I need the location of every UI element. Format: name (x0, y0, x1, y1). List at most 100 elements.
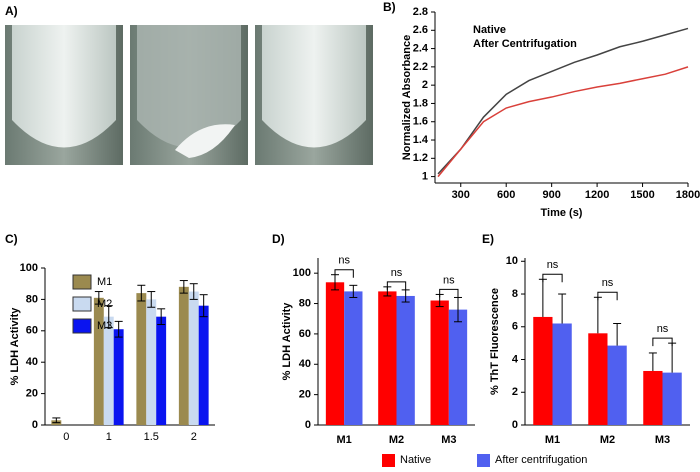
panel-label: E) (482, 232, 494, 246)
y-tick-label: 100 (20, 262, 38, 274)
annotation: ns (547, 259, 559, 271)
x-tick-label: 900 (542, 189, 560, 201)
x-tick-label: 1.5 (144, 431, 159, 443)
bar (588, 333, 608, 425)
y-tick-label: 2.8 (413, 6, 428, 18)
significance-bracket (597, 291, 618, 301)
panel-label: A) (5, 4, 18, 18)
x-tick-label: 300 (452, 189, 470, 201)
legend-label: Native (400, 454, 431, 466)
bar (643, 370, 663, 425)
bar (344, 291, 363, 425)
y-tick-label: 10 (506, 255, 518, 267)
x-tick-label: 2 (191, 431, 197, 443)
y-tick-label: 80 (299, 297, 311, 309)
legend-swatch (72, 296, 92, 312)
legend-label: After centrifugation (495, 454, 587, 466)
tube (12, 25, 116, 148)
legend-swatch (382, 454, 395, 467)
y-tick-label: 2 (422, 79, 428, 91)
y-tick-label: 8 (512, 288, 518, 300)
x-axis-label: Time (s) (541, 207, 583, 219)
annotation: ns (657, 323, 669, 335)
bar (396, 295, 415, 425)
panel-label: D) (272, 232, 285, 246)
bar (552, 323, 572, 425)
photo-panel (5, 25, 373, 165)
y-tick-label: 2.6 (413, 24, 428, 36)
legend-label: Native (473, 24, 506, 36)
x-tick-label: 1500 (630, 189, 654, 201)
bar (198, 305, 209, 425)
y-tick-label: 0 (305, 419, 311, 431)
annotation: ns (602, 277, 614, 289)
annotation: ns (391, 267, 403, 279)
legend-label: M3 (97, 320, 112, 332)
y-tick-label: 1.8 (413, 97, 428, 109)
y-tick-label: 20 (26, 388, 38, 400)
line (437, 27, 689, 175)
bar (178, 286, 189, 425)
y-tick-label: 20 (299, 389, 311, 401)
y-tick-label: 40 (26, 356, 38, 368)
legend-label: M1 (97, 276, 112, 288)
bar (325, 282, 345, 425)
y-tick-label: 1.4 (413, 134, 429, 146)
y-axis-label: % LDH Activity (9, 307, 21, 386)
x-tick-label: 1 (106, 431, 112, 443)
legend-label: M2 (97, 298, 112, 310)
bar (103, 316, 114, 425)
bar (113, 329, 124, 425)
x-tick-label: 0 (63, 431, 69, 443)
annotation: ns (443, 274, 455, 286)
bar (146, 299, 157, 425)
bar (93, 297, 104, 425)
bar (136, 293, 147, 425)
bar (662, 372, 682, 425)
y-tick-label: 60 (26, 325, 38, 337)
x-tick-label: M3 (655, 434, 670, 446)
panel-label: B) (383, 0, 396, 14)
bar (378, 291, 397, 425)
x-tick-label: 1800 (676, 189, 700, 201)
tube (137, 25, 241, 148)
significance-bracket (439, 288, 459, 298)
bar (448, 309, 468, 425)
line (437, 66, 689, 178)
significance-bracket (334, 269, 354, 278)
bar (607, 345, 627, 425)
bar (188, 291, 199, 425)
y-tick-label: 6 (512, 321, 518, 333)
x-tick-label: M2 (600, 434, 615, 446)
x-tick-label: M1 (545, 434, 560, 446)
y-tick-label: 100 (293, 267, 311, 279)
y-tick-label: 1.6 (413, 116, 428, 128)
bar (533, 316, 553, 425)
bar (430, 300, 449, 425)
y-axis-label: Normalized Absorbance (401, 35, 413, 161)
legend-swatch (72, 318, 92, 334)
bar (156, 316, 167, 425)
annotation: ns (338, 255, 350, 267)
y-axis-label: % ThT Fluorescence (489, 288, 501, 395)
legend-swatch (72, 274, 92, 290)
significance-bracket (542, 273, 563, 283)
y-tick-label: 0 (32, 419, 38, 431)
x-tick-label: M2 (389, 434, 404, 446)
x-tick-label: 1200 (585, 189, 609, 201)
y-axis-label: % LDH Activity (281, 302, 293, 381)
y-tick-label: 60 (299, 328, 311, 340)
x-tick-label: 600 (497, 189, 515, 201)
panel-label: C) (5, 232, 18, 246)
y-tick-label: 4 (512, 353, 519, 365)
y-tick-label: 1.2 (413, 152, 428, 164)
tube (262, 25, 366, 148)
y-tick-label: 2.4 (413, 42, 429, 54)
legend-swatch (477, 454, 490, 467)
pellet (175, 124, 235, 158)
y-tick-label: 1 (422, 171, 428, 183)
y-tick-label: 0 (512, 419, 518, 431)
y-tick-label: 80 (26, 293, 38, 305)
legend-label: After Centrifugation (473, 38, 577, 50)
